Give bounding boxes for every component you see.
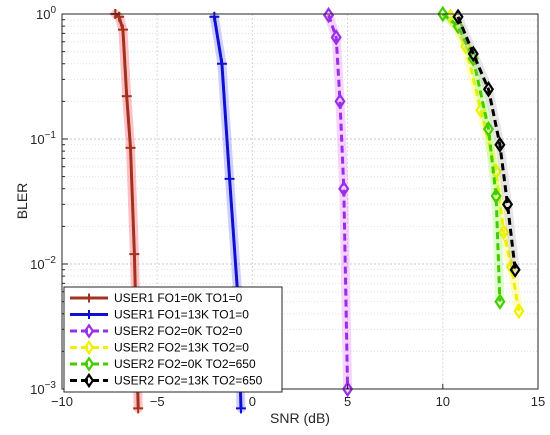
plus-marker bbox=[114, 11, 125, 22]
diamond-marker bbox=[334, 93, 346, 110]
legend: USER1 FO1=0K TO1=0 USER1 FO1=13K TO1=0 USE… bbox=[63, 286, 283, 393]
diamond-marker bbox=[437, 5, 449, 23]
diamond-marker bbox=[513, 302, 525, 320]
diamond-marker bbox=[501, 196, 514, 213]
legend-entry: USER2 FO2=13K TO2=650 bbox=[70, 372, 263, 389]
legend-entry: USER1 FO1=13K TO1=0 bbox=[70, 308, 249, 322]
legend-entry: USER2 FO2=13K TO2=0 bbox=[70, 339, 249, 356]
series-layer bbox=[110, 5, 525, 414]
legend-marker bbox=[84, 293, 94, 303]
series-line bbox=[456, 16, 517, 270]
legend-entry: USER2 FO2=0K TO2=0 bbox=[70, 323, 243, 339]
series-3 bbox=[322, 6, 354, 398]
y-tick-label: 10−2 bbox=[30, 255, 56, 272]
diamond-marker bbox=[330, 29, 342, 46]
series-4 bbox=[444, 8, 525, 320]
diamond-marker bbox=[322, 6, 335, 24]
diamond-marker bbox=[467, 45, 479, 63]
diamond-marker bbox=[490, 187, 502, 205]
grid bbox=[62, 14, 538, 389]
legend-label: USER2 FO2=0K TO2=0 bbox=[114, 324, 243, 338]
plus-marker bbox=[235, 403, 246, 414]
diamond-marker bbox=[498, 223, 510, 241]
y-axis-label: BLER bbox=[14, 183, 30, 220]
diamond-marker bbox=[494, 293, 506, 310]
diamond-marker bbox=[452, 8, 464, 25]
legend-marker bbox=[83, 372, 95, 389]
diamond-marker bbox=[494, 136, 506, 153]
legend-label: USER2 FO2=13K TO2=650 bbox=[114, 374, 263, 388]
plus-marker bbox=[121, 91, 132, 102]
legend-marker bbox=[84, 310, 94, 319]
legend-entry: USER2 FO2=0K TO2=650 bbox=[70, 356, 256, 372]
series-line bbox=[327, 14, 350, 390]
legend-marker bbox=[83, 356, 95, 372]
legend-label: USER2 FO2=0K TO2=650 bbox=[114, 357, 256, 371]
y-tick-label: 100 bbox=[36, 5, 56, 22]
diamond-marker bbox=[509, 261, 521, 278]
x-tick-label: 0 bbox=[249, 394, 256, 409]
x-axis-label: SNR (dB) bbox=[270, 410, 330, 426]
legend-marker bbox=[83, 323, 95, 339]
plus-marker bbox=[129, 249, 140, 260]
plus-marker bbox=[216, 58, 227, 69]
diamond-marker bbox=[482, 120, 495, 138]
plus-marker bbox=[209, 11, 220, 22]
series-6 bbox=[452, 8, 521, 278]
x-tick-label: 10 bbox=[436, 394, 450, 409]
diamond-marker bbox=[460, 38, 472, 55]
legend-label: USER1 FO1=0K TO1=0 bbox=[114, 291, 243, 305]
x-tick-label: −10 bbox=[51, 394, 73, 409]
legend-marker bbox=[83, 339, 95, 356]
plus-marker bbox=[224, 173, 235, 184]
x-tick-label: −5 bbox=[150, 394, 165, 409]
y-tick-label: 10−1 bbox=[30, 130, 56, 147]
legend-entry: USER1 FO1=0K TO1=0 bbox=[70, 291, 243, 305]
y-tick-label: 10−3 bbox=[30, 380, 56, 397]
plus-marker bbox=[125, 142, 136, 153]
diamond-marker bbox=[452, 17, 464, 35]
series-line bbox=[449, 16, 521, 312]
plot-frame bbox=[61, 13, 539, 390]
plus-marker bbox=[133, 403, 144, 414]
legend-label: USER2 FO2=13K TO2=0 bbox=[114, 341, 249, 355]
x-tick-label: 5 bbox=[344, 394, 351, 409]
diamond-marker bbox=[482, 81, 495, 98]
legend-label: USER1 FO1=13K TO1=0 bbox=[114, 308, 249, 322]
plus-marker bbox=[117, 24, 128, 35]
x-tick-label: 15 bbox=[531, 394, 545, 409]
legend-box bbox=[63, 286, 283, 393]
diamond-marker bbox=[338, 180, 350, 197]
series-5 bbox=[437, 5, 506, 310]
diamond-marker bbox=[342, 380, 354, 398]
